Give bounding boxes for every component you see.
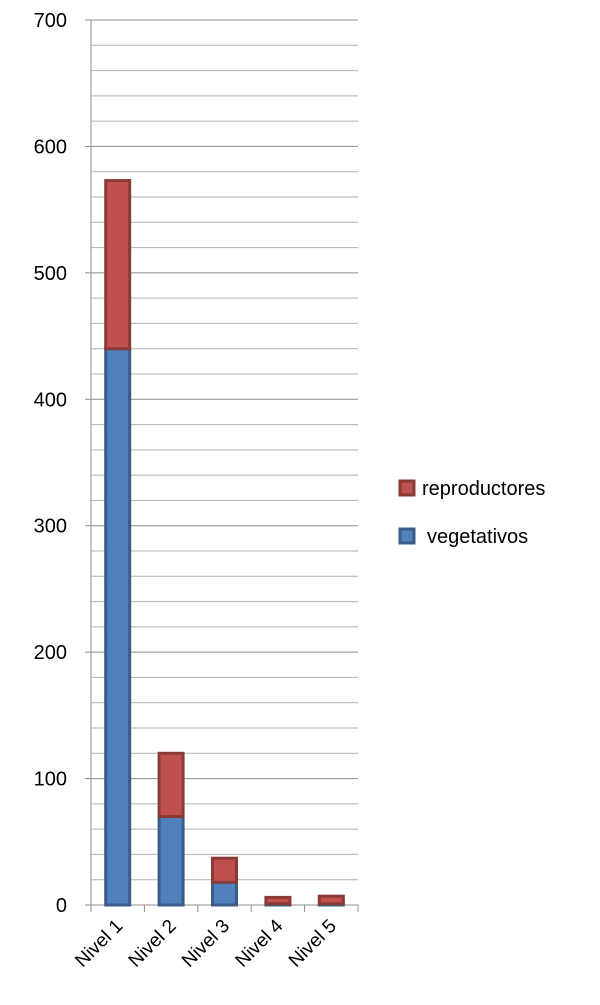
bar-reproductores	[104, 179, 132, 351]
legend-label-vegetativos: vegetativos	[427, 526, 528, 548]
bar-reproductores	[317, 894, 345, 906]
y-tick-label: 0	[56, 895, 67, 917]
legend-swatch-reproductores	[398, 479, 416, 497]
bar-reproductores	[157, 751, 185, 818]
legend-label-reproductores: reproductores	[422, 478, 545, 500]
y-tick-label: 300	[34, 516, 67, 538]
y-tick-label: 100	[34, 769, 67, 791]
bar-vegetativos	[211, 880, 238, 907]
x-tick-label: Nivel 4	[232, 915, 288, 971]
y-tick-label: 400	[34, 389, 67, 411]
y-tick-label: 200	[34, 642, 67, 664]
x-tick-label: Nivel 2	[125, 916, 181, 972]
bar-reproductores	[264, 895, 292, 906]
x-tick-label: Nivel 3	[178, 916, 234, 972]
x-tick-label: Nivel 1	[71, 916, 127, 972]
bar-vegetativos	[104, 347, 132, 907]
bar-vegetativos	[157, 815, 185, 907]
bar-reproductores	[211, 856, 238, 884]
x-tick-label: Nivel 5	[285, 916, 341, 972]
y-tick-label: 500	[34, 263, 67, 285]
y-tick-label: 600	[34, 136, 67, 158]
y-tick-label: 700	[34, 10, 67, 32]
legend-swatch-vegetativos	[398, 527, 416, 545]
